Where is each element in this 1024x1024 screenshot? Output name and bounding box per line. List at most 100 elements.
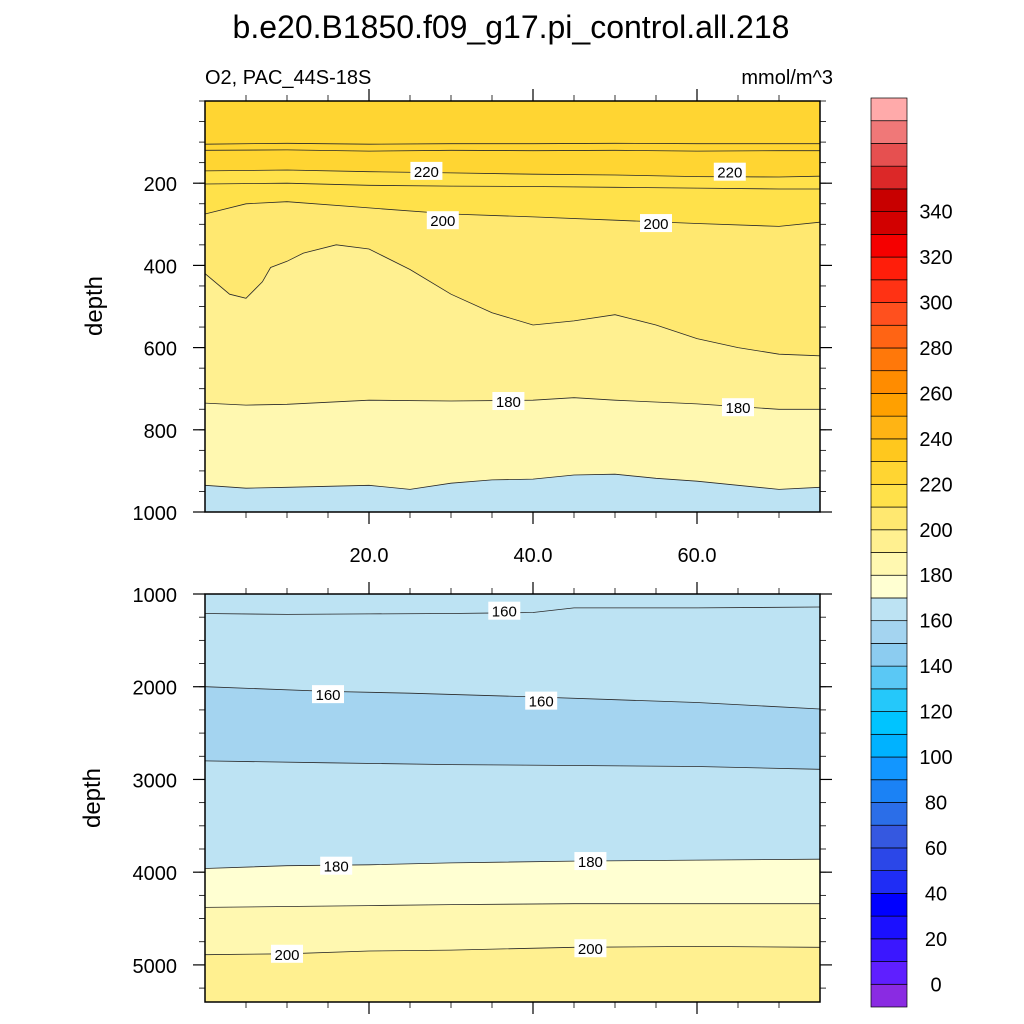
variable-subtitle: O2, PAC_44S-18S bbox=[205, 67, 371, 89]
colorbar-swatch bbox=[870, 461, 908, 485]
svg-text:200: 200 bbox=[578, 941, 603, 958]
colorbar-swatch bbox=[870, 438, 908, 462]
colorbar-swatch bbox=[870, 824, 908, 849]
colorbar-swatch bbox=[870, 915, 908, 940]
colorbar-label: 220 bbox=[919, 474, 952, 496]
upper-panel: 220 220 200 200 180 180 200 400 600 800 1000 20.0 40… bbox=[133, 89, 832, 567]
contour-line bbox=[205, 182, 820, 190]
colorbar-label: 260 bbox=[919, 383, 952, 405]
contour-label: 180 bbox=[722, 398, 754, 417]
colorbar-label: 200 bbox=[919, 520, 952, 542]
colorbar-label: 120 bbox=[919, 702, 952, 724]
contour-label: 220 bbox=[410, 161, 443, 181]
contour-band bbox=[205, 946, 820, 1002]
colorbar-swatch bbox=[870, 847, 908, 871]
colorbar-swatch bbox=[870, 529, 908, 553]
colorbar-swatch bbox=[870, 188, 908, 212]
colorbar-label: 300 bbox=[919, 293, 952, 315]
colorbar-swatch bbox=[870, 393, 908, 417]
lower-panel: 160 160 160 180 180 200 200 1000 2000 3000 4000 500… bbox=[133, 582, 832, 1014]
svg-text:200: 200 bbox=[643, 216, 668, 233]
colorbar-swatch bbox=[870, 347, 908, 372]
colorbar-label: 240 bbox=[919, 429, 952, 451]
contour-label: 160 bbox=[312, 685, 344, 704]
colorbar-swatch bbox=[870, 802, 908, 826]
chart-title: b.e20.B1850.f09_g17.pi_control.all.218 bbox=[233, 9, 790, 45]
colorbar-label: 100 bbox=[919, 747, 952, 769]
colorbar-swatch bbox=[870, 370, 908, 394]
colorbar-label: 80 bbox=[925, 793, 947, 815]
y-tick-label: 200 bbox=[144, 174, 177, 196]
plot-panels: 220 220 200 200 180 180 200 400 600 800 1000 20.0 40… bbox=[133, 89, 832, 1014]
contour-line bbox=[205, 149, 820, 152]
contour-label: 160 bbox=[488, 601, 521, 621]
contour-line bbox=[205, 903, 820, 908]
colorbar-swatch bbox=[870, 711, 908, 735]
colorbar-label: 180 bbox=[919, 565, 952, 587]
x-tick-label: 20.0 bbox=[350, 545, 389, 567]
colorbar-swatch bbox=[870, 143, 908, 167]
svg-text:180: 180 bbox=[324, 859, 349, 876]
colorbar-swatch bbox=[870, 302, 908, 326]
contour-label: 180 bbox=[574, 852, 607, 871]
svg-text:220: 220 bbox=[717, 165, 742, 182]
colorbar-label: 20 bbox=[925, 929, 947, 951]
svg-text:160: 160 bbox=[492, 604, 517, 621]
contour-band bbox=[205, 474, 820, 512]
filled-contours bbox=[205, 594, 820, 1002]
upper-panel-ylabel: depth bbox=[81, 276, 108, 336]
colorbar-swatch bbox=[870, 506, 908, 531]
colorbar-swatch bbox=[870, 279, 908, 303]
colorbar-label: 340 bbox=[919, 202, 952, 224]
colorbar-swatch bbox=[870, 756, 908, 781]
contour-line bbox=[205, 169, 820, 178]
y-tick-label: 4000 bbox=[133, 863, 178, 885]
colorbar-swatch bbox=[870, 256, 908, 281]
colorbar-swatch bbox=[870, 688, 908, 712]
colorbar-swatch bbox=[870, 893, 908, 917]
colorbar-swatch bbox=[870, 165, 908, 190]
contour-label: 200 bbox=[574, 939, 607, 958]
contour-line bbox=[205, 244, 820, 357]
contour-line bbox=[205, 858, 820, 869]
filled-contours bbox=[205, 101, 820, 512]
colorbar-swatch bbox=[870, 665, 908, 690]
svg-text:180: 180 bbox=[725, 400, 750, 417]
contour-label: 180 bbox=[320, 856, 353, 876]
colorbar-label: 320 bbox=[919, 247, 952, 269]
x-tick-label: 60.0 bbox=[678, 545, 717, 567]
svg-text:180: 180 bbox=[496, 394, 521, 411]
contour-label: 200 bbox=[426, 211, 459, 230]
y-tick-label: 1000 bbox=[133, 503, 178, 525]
svg-text:160: 160 bbox=[315, 687, 340, 704]
colorbar-swatch bbox=[870, 552, 908, 576]
svg-text:200: 200 bbox=[430, 213, 455, 230]
units-subtitle: mmol/m^3 bbox=[741, 67, 833, 89]
contour-line bbox=[205, 201, 820, 227]
colorbar-swatch bbox=[870, 211, 908, 235]
svg-text:200: 200 bbox=[274, 947, 299, 964]
colorbar-label: 60 bbox=[925, 838, 947, 860]
colorbar-swatch bbox=[870, 324, 908, 349]
colorbar-swatch bbox=[870, 983, 908, 1008]
contour-label: 220 bbox=[713, 162, 746, 182]
colorbar-label: 160 bbox=[919, 611, 952, 633]
colorbar: 0 20 40 60 80 100 120 140 160 180 200 220 240 260 280 3… bbox=[870, 97, 953, 1008]
colorbar-swatch bbox=[870, 733, 908, 758]
colorbar-swatch bbox=[870, 643, 908, 667]
colorbar-swatch bbox=[870, 234, 908, 258]
colorbar-swatch bbox=[870, 620, 908, 644]
colorbar-swatch bbox=[870, 938, 908, 962]
svg-text:180: 180 bbox=[578, 854, 603, 871]
colorbar-swatch bbox=[870, 483, 908, 508]
plot-frame bbox=[204, 593, 821, 1003]
contour-label: 200 bbox=[271, 944, 303, 964]
y-tick-label: 3000 bbox=[133, 770, 178, 792]
colorbar-label: 280 bbox=[919, 338, 952, 360]
colorbar-swatch bbox=[870, 870, 908, 894]
y-tick-label: 400 bbox=[144, 256, 177, 278]
lower-panel-ylabel: depth bbox=[79, 768, 106, 828]
colorbar-label: 0 bbox=[930, 974, 941, 996]
x-tick-label: 40.0 bbox=[514, 545, 553, 567]
